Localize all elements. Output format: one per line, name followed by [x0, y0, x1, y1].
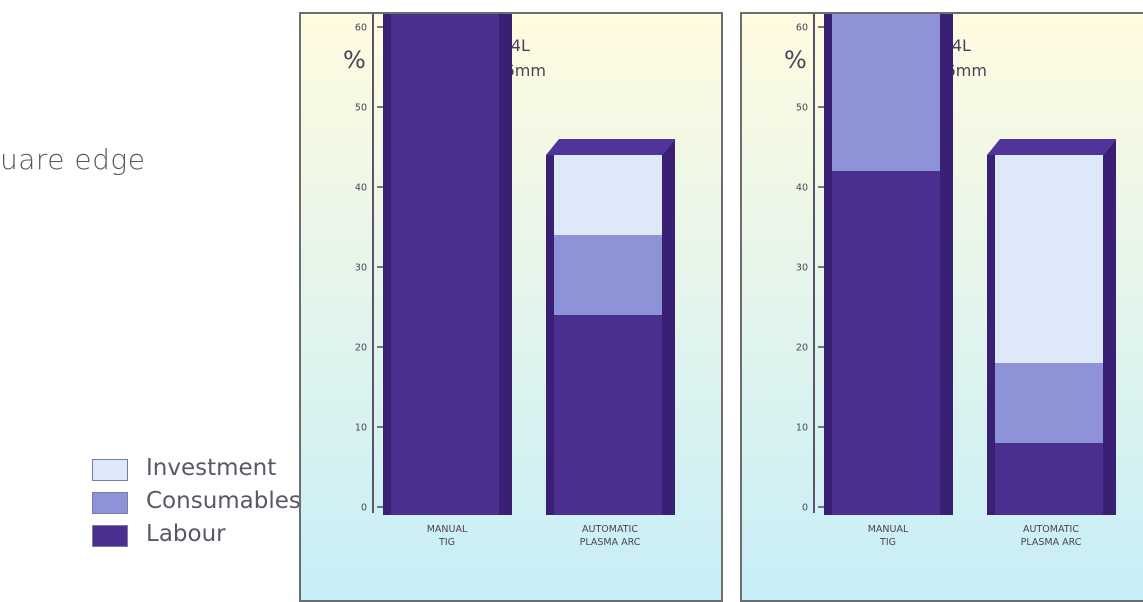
x-tick-label-manual: MANUAL: [868, 524, 909, 535]
y-tick-label-30: 30: [796, 263, 808, 274]
y-tick-label-0: 0: [802, 503, 808, 514]
y-tick-label-40: 40: [796, 183, 808, 194]
y-tick-label-0: 0: [361, 503, 367, 514]
x-tick-label-plasma-arc: PLASMA ARC: [1021, 537, 1082, 548]
bar-side-2: [662, 139, 675, 515]
bar-base-1: [391, 507, 499, 515]
y-tick-label-60: 60: [355, 23, 367, 34]
legend-label-consumables: Consumables: [146, 488, 301, 514]
bar-top-2: [546, 139, 675, 155]
y-tick-label-20: 20: [355, 343, 367, 354]
legend-label-investment: Investment: [146, 455, 277, 481]
bar-base-1: [832, 507, 940, 515]
y-axis-label: %: [343, 46, 366, 74]
y-axis-label: %: [784, 46, 807, 74]
bar-base-2: [995, 507, 1103, 515]
bar-base-2: [554, 507, 662, 515]
bar-frame-2: [987, 155, 995, 515]
y-tick-label-50: 50: [796, 103, 808, 114]
y-tick-label-20: 20: [796, 343, 808, 354]
y-tick-label-40: 40: [355, 183, 367, 194]
bar-side-1: [499, 14, 512, 515]
partial-heading: uare edge: [0, 143, 146, 176]
x-tick-label-automatic: AUTOMATIC: [582, 524, 638, 535]
x-tick-label-tig: TIG: [879, 537, 896, 548]
y-tick-label-10: 10: [355, 423, 367, 434]
cost-chart-2: %Material: 304LThickness: 6mm01020304050…: [742, 14, 1143, 600]
y-tick-label-50: 50: [355, 103, 367, 114]
cost-chart-panel-1: %Material: 304LThickness: 6mm01020304050…: [299, 12, 723, 602]
bar-frame-1: [824, 14, 832, 515]
x-tick-label-plasma-arc: PLASMA ARC: [580, 537, 641, 548]
bar-top-2: [987, 139, 1116, 155]
bar-frame-2: [546, 155, 554, 515]
legend-swatch-consumables: [92, 492, 128, 514]
x-tick-label-automatic: AUTOMATIC: [1023, 524, 1079, 535]
bar-1-consumables: [832, 14, 940, 171]
legend-swatch-investment: [92, 459, 128, 481]
bar-2-consumables: [554, 235, 662, 315]
x-tick-label-tig: TIG: [438, 537, 455, 548]
bar-frame-1: [383, 14, 391, 515]
y-tick-label-30: 30: [355, 263, 367, 274]
bar-side-1: [940, 14, 953, 515]
legend-swatch-labour: [92, 525, 128, 547]
x-tick-label-manual: MANUAL: [427, 524, 468, 535]
cost-chart-panel-2: %Material: 304LThickness: 6mm01020304050…: [740, 12, 1143, 602]
y-tick-label-60: 60: [796, 23, 808, 34]
legend-label-labour: Labour: [146, 521, 226, 547]
bar-2-consumables: [995, 363, 1103, 443]
cost-chart-1: %Material: 304LThickness: 6mm01020304050…: [301, 14, 721, 600]
bar-2-labour: [554, 315, 662, 507]
bar-side-2: [1103, 139, 1116, 515]
y-tick-label-10: 10: [796, 423, 808, 434]
bar-2-investment: [995, 155, 1103, 363]
bar-1-labour: [832, 171, 940, 507]
bar-2-investment: [554, 155, 662, 235]
bar-1-labour: [391, 14, 499, 507]
bar-2-labour: [995, 443, 1103, 507]
